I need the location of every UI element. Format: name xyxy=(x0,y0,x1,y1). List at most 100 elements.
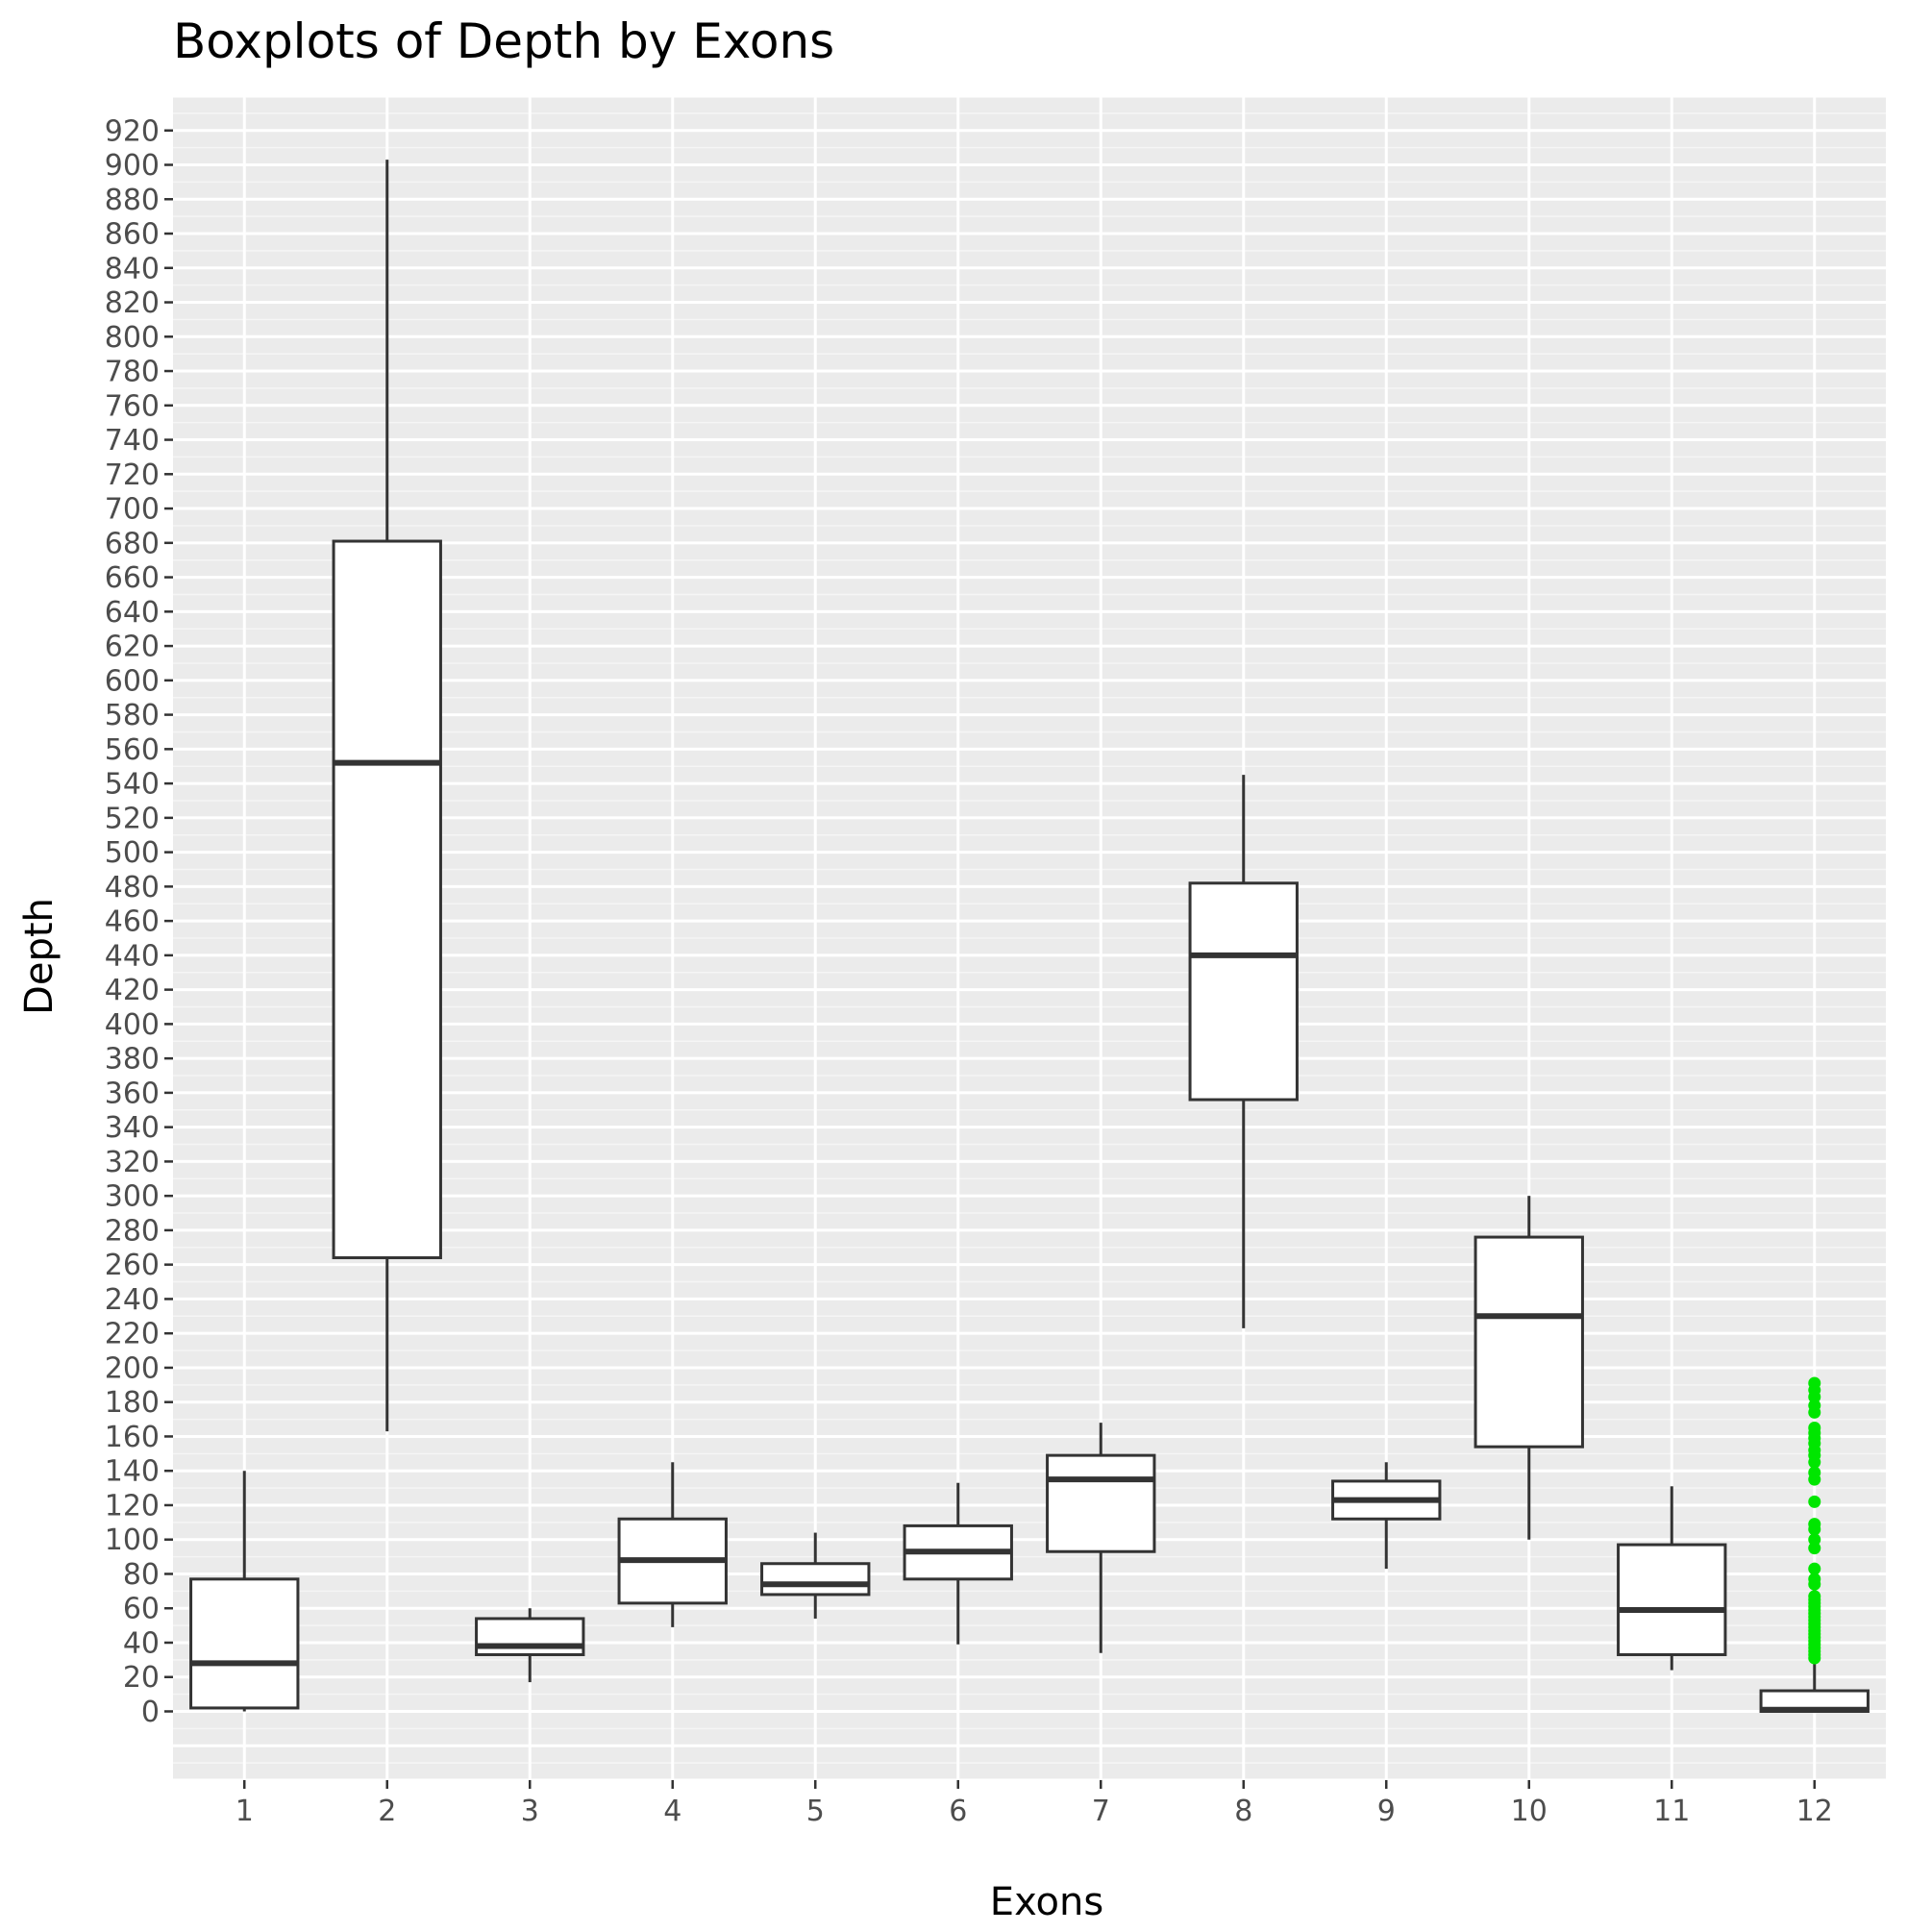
x-tick-label: 4 xyxy=(663,1795,681,1828)
y-tick-label: 100 xyxy=(105,1523,160,1557)
outlier-point xyxy=(1808,1376,1821,1390)
y-tick-label: 900 xyxy=(105,149,160,183)
y-tick-label: 760 xyxy=(105,389,160,423)
box-exon-9 xyxy=(1331,1462,1442,1570)
y-tick-label: 580 xyxy=(105,699,160,732)
outlier-point xyxy=(1808,1533,1821,1547)
y-tick-label: 640 xyxy=(105,596,160,630)
x-tick-label: 1 xyxy=(235,1795,254,1828)
outliers-layer xyxy=(1808,1376,1821,1665)
y-tick-label: 180 xyxy=(105,1386,160,1420)
minor-gridlines xyxy=(173,112,1886,1764)
y-tick-label: 80 xyxy=(123,1558,160,1592)
outlier-point xyxy=(1808,1495,1821,1508)
y-tick-label: 40 xyxy=(123,1626,160,1660)
x-tick-label: 6 xyxy=(949,1795,967,1828)
boxes-layer xyxy=(189,160,1870,1713)
outlier-point xyxy=(1808,1590,1821,1603)
y-tick-label: 400 xyxy=(105,1008,160,1042)
box-exon-5 xyxy=(760,1532,871,1619)
x-tick-label: 7 xyxy=(1092,1795,1110,1828)
y-tick-label: 840 xyxy=(105,252,160,285)
box-exon-11 xyxy=(1617,1486,1727,1671)
y-tick-label: 320 xyxy=(105,1146,160,1179)
y-tick-label: 160 xyxy=(105,1421,160,1454)
box-exon-12 xyxy=(1759,1663,1870,1713)
y-tick-label: 700 xyxy=(105,493,160,527)
y-tick-label: 280 xyxy=(105,1214,160,1248)
y-axis-title: Depth xyxy=(17,898,62,1015)
outlier-point xyxy=(1808,1542,1821,1555)
y-tick-label: 480 xyxy=(105,871,160,904)
x-tick-label: 10 xyxy=(1511,1795,1548,1828)
y-tick-label: 0 xyxy=(141,1696,160,1729)
y-tick-label: 240 xyxy=(105,1283,160,1317)
box-exon-2 xyxy=(332,160,442,1432)
y-tick-label: 780 xyxy=(105,356,160,389)
outlier-point xyxy=(1808,1518,1821,1531)
x-tick-label: 2 xyxy=(378,1795,396,1828)
x-tick-label: 11 xyxy=(1653,1795,1690,1828)
y-tick-label: 600 xyxy=(105,664,160,698)
y-axis: 0204060801001201401601802002202402602803… xyxy=(105,114,173,1729)
outlier-point xyxy=(1808,1562,1821,1575)
y-tick-label: 220 xyxy=(105,1318,160,1351)
y-tick-label: 920 xyxy=(105,114,160,148)
y-tick-label: 120 xyxy=(105,1489,160,1523)
y-tick-label: 540 xyxy=(105,768,160,802)
box-exon-10 xyxy=(1474,1196,1584,1540)
outlier-point xyxy=(1808,1573,1821,1586)
box-exon-7 xyxy=(1046,1423,1156,1653)
y-tick-label: 500 xyxy=(105,836,160,870)
y-tick-label: 720 xyxy=(105,458,160,492)
y-tick-label: 60 xyxy=(123,1593,160,1626)
y-tick-label: 20 xyxy=(123,1661,160,1695)
x-tick-label: 9 xyxy=(1377,1795,1396,1828)
box-iqr xyxy=(1188,881,1299,1102)
outlier-point xyxy=(1808,1466,1821,1479)
x-tick-label: 8 xyxy=(1234,1795,1252,1828)
y-tick-label: 140 xyxy=(105,1455,160,1489)
box-iqr xyxy=(760,1562,871,1597)
box-iqr xyxy=(1617,1543,1727,1656)
outlier-point xyxy=(1808,1399,1821,1412)
y-tick-label: 380 xyxy=(105,1043,160,1077)
y-tick-label: 420 xyxy=(105,974,160,1007)
y-tick-label: 680 xyxy=(105,527,160,560)
box-iqr xyxy=(189,1577,300,1710)
y-tick-label: 300 xyxy=(105,1180,160,1214)
y-tick-label: 440 xyxy=(105,939,160,973)
y-tick-label: 200 xyxy=(105,1351,160,1385)
x-tick-label: 5 xyxy=(806,1795,825,1828)
y-tick-label: 460 xyxy=(105,905,160,939)
y-tick-label: 880 xyxy=(105,184,160,217)
box-exon-3 xyxy=(475,1608,585,1683)
y-tick-label: 360 xyxy=(105,1077,160,1110)
box-iqr xyxy=(475,1617,585,1656)
x-tick-label: 12 xyxy=(1796,1795,1833,1828)
y-tick-label: 740 xyxy=(105,424,160,458)
box-exon-4 xyxy=(617,1462,728,1627)
box-exon-8 xyxy=(1188,775,1299,1328)
y-tick-label: 340 xyxy=(105,1111,160,1145)
y-tick-label: 800 xyxy=(105,321,160,355)
box-iqr xyxy=(332,539,442,1260)
x-axis-title: Exons xyxy=(990,1880,1103,1924)
x-axis: 1 2 3 4 5 6 7 8 9 10 11 12 xyxy=(235,1780,1833,1828)
chart-title: Boxplots of Depth by Exons xyxy=(173,13,834,69)
y-tick-label: 860 xyxy=(105,218,160,252)
box-iqr xyxy=(1474,1235,1584,1449)
box-iqr xyxy=(1046,1453,1156,1553)
y-tick-label: 260 xyxy=(105,1249,160,1282)
y-tick-label: 560 xyxy=(105,733,160,767)
y-tick-label: 620 xyxy=(105,631,160,664)
box-exon-6 xyxy=(903,1482,1013,1645)
box-exon-1 xyxy=(189,1471,300,1712)
outlier-point xyxy=(1808,1422,1821,1435)
x-tick-label: 3 xyxy=(521,1795,539,1828)
y-tick-label: 660 xyxy=(105,561,160,595)
y-tick-label: 820 xyxy=(105,286,160,320)
y-tick-label: 520 xyxy=(105,802,160,835)
